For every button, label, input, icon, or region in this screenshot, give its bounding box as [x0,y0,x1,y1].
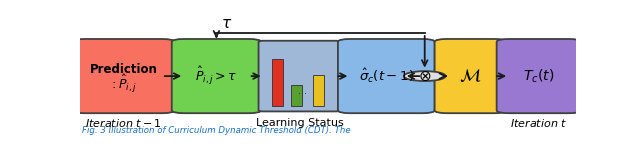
Text: Prediction: Prediction [90,63,157,76]
FancyBboxPatch shape [72,39,174,113]
Text: $\hat{\sigma}_c(t-1)$: $\hat{\sigma}_c(t-1)$ [359,67,414,85]
Text: Iteration $t$: Iteration $t$ [510,117,568,129]
Text: $T_c(t)$: $T_c(t)$ [523,67,554,85]
Text: Learning Status: Learning Status [255,118,343,128]
FancyBboxPatch shape [172,39,261,113]
Bar [291,85,301,106]
Text: Fig. 3 Illustration of Curriculum Dynamic Threshold (CDT). The: Fig. 3 Illustration of Curriculum Dynami… [83,126,351,135]
Text: $\tau$: $\tau$ [221,16,232,31]
Bar [313,75,324,106]
Text: $\hat{P}_{i,j} > \tau$: $\hat{P}_{i,j} > \tau$ [195,65,237,87]
FancyBboxPatch shape [497,39,581,113]
FancyBboxPatch shape [338,39,435,113]
FancyBboxPatch shape [259,41,340,111]
FancyBboxPatch shape [435,39,507,113]
Text: ...: ... [298,86,307,96]
Circle shape [404,71,445,81]
Text: $:\hat{P}_{i,j}$: $:\hat{P}_{i,j}$ [109,73,138,95]
Text: $\otimes$: $\otimes$ [418,69,431,84]
Text: $\mathcal{M}$: $\mathcal{M}$ [460,67,482,85]
Bar [273,59,284,106]
Text: Iteration $t-1$: Iteration $t-1$ [85,117,162,129]
